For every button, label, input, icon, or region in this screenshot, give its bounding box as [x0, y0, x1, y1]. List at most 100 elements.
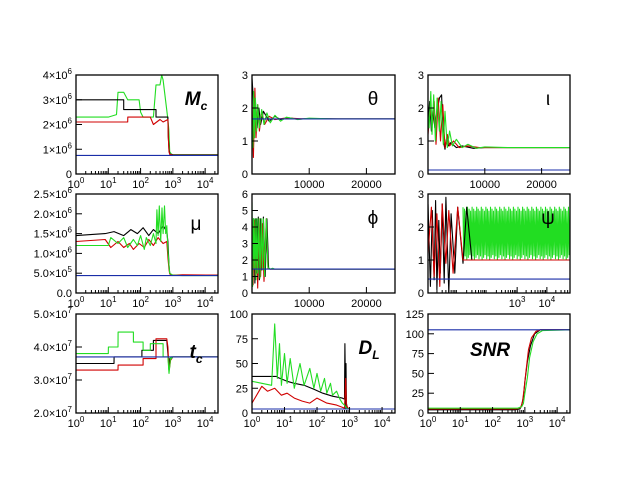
panel-mu: 0.0 5.0×105 1.0×106 1.5×106 2.0×106 2.5×106 10… [34, 186, 219, 310]
panel-psi: 0 1 2 3 104 103 ψ [418, 189, 571, 310]
xtick-label: 10000 [294, 179, 325, 191]
ytick-label: 3.0×107 [34, 372, 73, 387]
xtick-label: 10000 [470, 179, 501, 191]
ytick-label: 1 [242, 272, 248, 284]
frame-iota [427, 74, 571, 175]
panel-SNR: 0 25 50 75 100 125 100 101 102 103 104 SNR [406, 309, 571, 430]
xtick-label: 103 [165, 295, 182, 310]
xtick-label: 103 [341, 415, 358, 430]
ytick-label: 1 [242, 136, 248, 148]
series-psi-black [428, 196, 570, 293]
ytick-label: 1×106 [43, 141, 73, 156]
ytick-label: 5.0×105 [34, 265, 73, 280]
ytick-label: 50 [412, 368, 424, 380]
series-theta-green [252, 90, 395, 149]
panel-theta: 0 1 2 3 10000 20000 θ [242, 70, 396, 191]
series-psi-red [428, 203, 570, 287]
ytick-label: 3 [418, 70, 424, 82]
series-SNR-green [428, 329, 570, 409]
xtick-label: 20000 [526, 179, 557, 191]
xtick-label: 104 [197, 295, 214, 310]
frame-DL [251, 313, 396, 414]
ytick-label: 5 [242, 206, 248, 218]
xtick-label: 102 [484, 415, 501, 430]
xtick-label: 102 [132, 415, 149, 430]
xtick-label: 101 [276, 415, 293, 430]
xtick-label: 104 [539, 295, 556, 310]
ytick-label: 3 [242, 239, 248, 251]
ytick-label: 2.0×106 [34, 206, 73, 221]
ytick-label: 3×106 [43, 92, 73, 107]
frame-SNR [427, 313, 571, 414]
ytick-label: 1 [418, 136, 424, 148]
panel-label-psi: ψ [541, 208, 555, 229]
xtick-label: 101 [100, 176, 117, 191]
xtick-label: 100 [244, 415, 261, 430]
series-iota-green [428, 90, 570, 149]
ytick-label: 2 [242, 103, 248, 115]
ytick-label: 50 [236, 359, 248, 371]
ytick-label: 2×106 [43, 117, 73, 132]
panel-label-tc: tc [189, 342, 202, 366]
xtick-label: 20000 [351, 298, 382, 310]
ytick-label: 25 [236, 383, 248, 395]
panel-label-SNR: SNR [470, 340, 510, 361]
xtick-label: 100 [420, 415, 437, 430]
panel-tc: 2.0×107 3.0×107 4.0×107 5.0×107 100 101 102 103… [34, 306, 219, 430]
ytick-label: 6 [242, 189, 248, 201]
series-tc-green [76, 331, 218, 374]
xtick-label: 10000 [294, 298, 325, 310]
ytick-label: 0 [242, 169, 248, 181]
panel-phi: 0 1 2 3 4 5 6 10000 20000 ϕ [242, 189, 396, 310]
xtick-label: 100 [68, 415, 85, 430]
ytick-label: 75 [412, 349, 424, 361]
xtick-label: 102 [309, 415, 326, 430]
ytick-label: 1.5×106 [34, 226, 73, 241]
ytick-label: 3 [242, 70, 248, 82]
panel-label-iota: ι [546, 89, 550, 110]
panel-label-mu: μ [191, 214, 202, 235]
series-DL-red [252, 377, 395, 410]
ytick-label: 0 [66, 169, 72, 181]
xtick-label: 101 [100, 295, 117, 310]
ytick-label: 100 [406, 329, 424, 341]
series-Mc-green [76, 75, 218, 156]
series-mu-green [76, 205, 218, 277]
series-Mc-red [76, 116, 218, 156]
xtick-label: 104 [197, 176, 214, 191]
panel-label-Mc: Mc [185, 89, 208, 113]
ytick-label: 0 [418, 408, 424, 420]
ytick-label: 125 [406, 309, 424, 321]
ytick-label: 2 [418, 222, 424, 234]
xtick-label: 103 [509, 295, 526, 310]
xtick-label: 101 [100, 415, 117, 430]
xtick-label: 102 [132, 176, 149, 191]
ytick-label: 3 [418, 189, 424, 201]
ytick-label: 5.0×107 [34, 306, 73, 321]
ytick-label: 25 [412, 388, 424, 400]
xtick-label: 104 [549, 415, 566, 430]
ytick-label: 2.5×106 [34, 186, 73, 201]
ytick-label: 1.0×106 [34, 245, 73, 260]
ytick-label: 0 [418, 169, 424, 181]
series-DL-green [252, 323, 395, 410]
series-psi-band-green [462, 206, 570, 261]
ytick-label: 0 [418, 288, 424, 300]
frame-mu [75, 193, 219, 294]
ytick-label: 1 [418, 255, 424, 267]
ytick-label: 2.0×107 [34, 405, 73, 420]
panel-iota: 0 1 2 3 10000 20000 ι [418, 70, 571, 191]
frame-tc [75, 313, 219, 414]
ytick-label: 2 [418, 103, 424, 115]
panel-label-phi: ϕ [368, 208, 379, 229]
ytick-label: 4×106 [43, 67, 73, 82]
ytick-label: 0 [242, 408, 248, 420]
series-phi-red [252, 218, 395, 289]
xtick-label: 104 [374, 415, 391, 430]
xtick-label: 102 [132, 295, 149, 310]
panel-label-DL: DL [358, 338, 379, 362]
ytick-label: 2 [242, 255, 248, 267]
frame-theta [251, 74, 396, 175]
